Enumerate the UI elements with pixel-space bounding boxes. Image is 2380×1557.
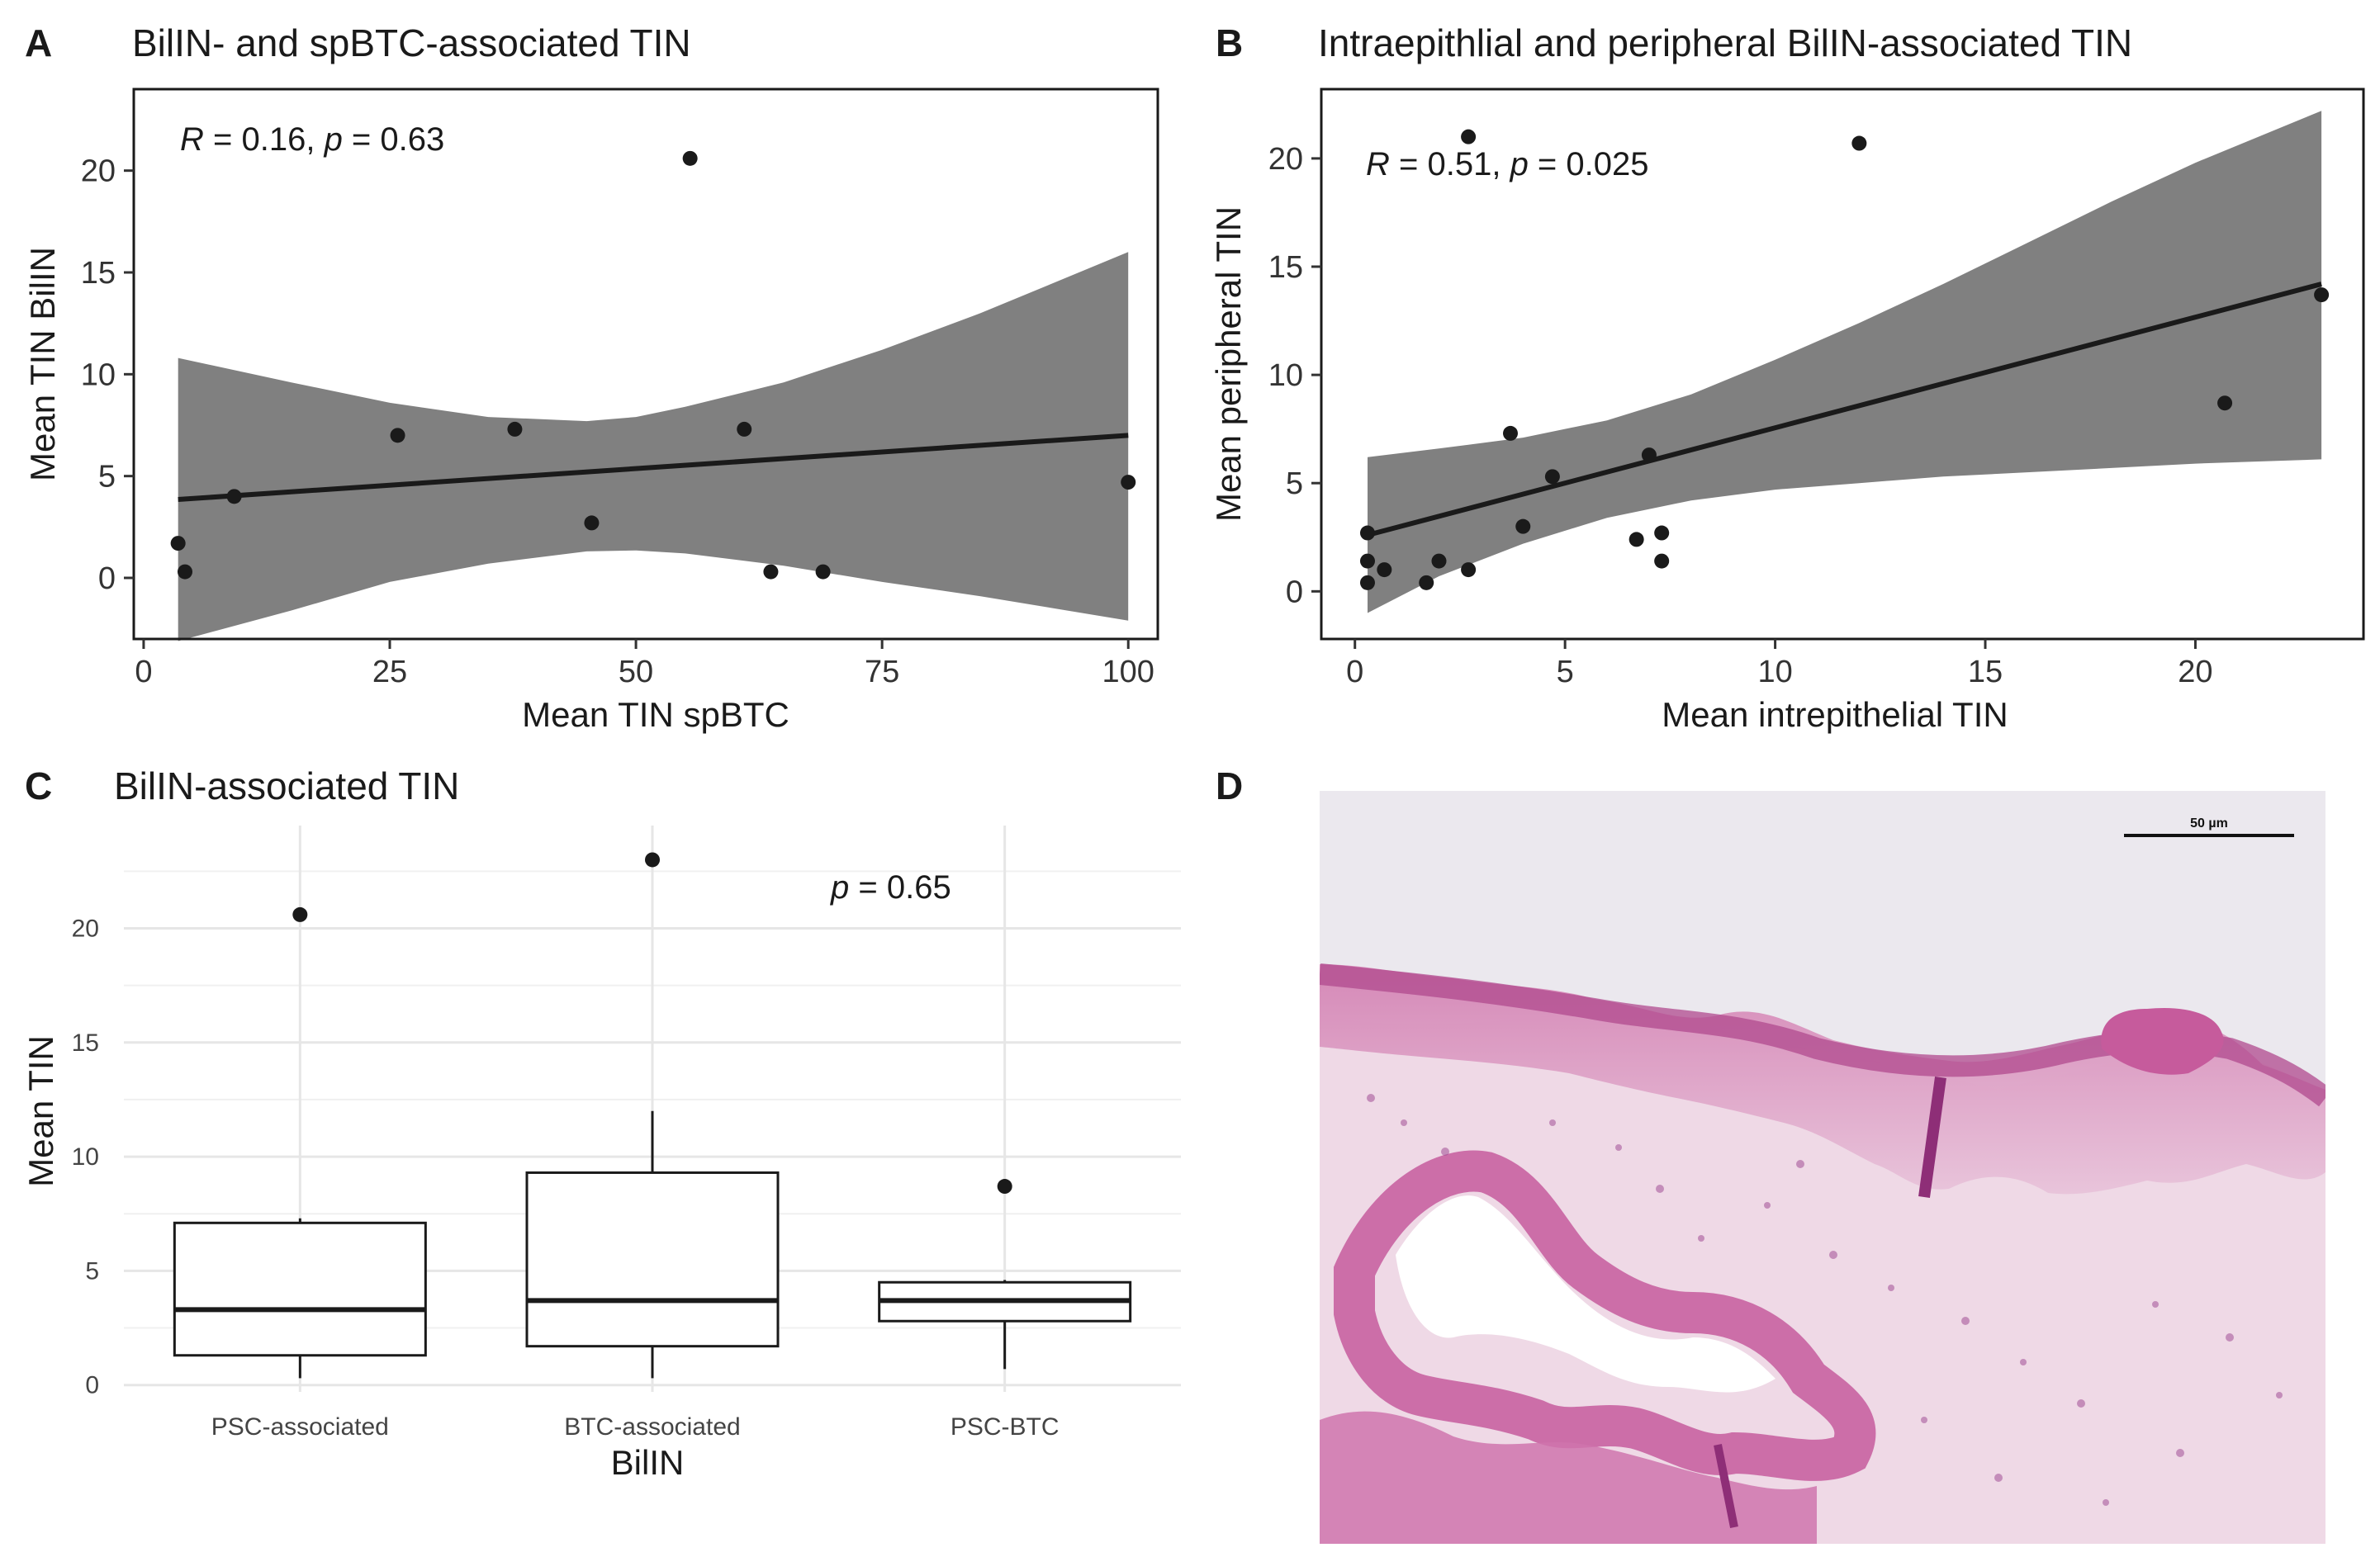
panel-b-y-axis-label: Mean peripheral TIN bbox=[1209, 206, 1248, 522]
panel-b-data-point bbox=[1544, 469, 1560, 485]
panel-a-confidence-band bbox=[178, 252, 1129, 641]
panel-c-label: C bbox=[25, 764, 52, 807]
panel-b-data-point bbox=[1359, 553, 1375, 569]
panel-b-x-tick-label: 15 bbox=[1968, 655, 2003, 689]
panel-a-x-tick-label: 50 bbox=[619, 655, 653, 689]
panel-c-plot-area bbox=[173, 852, 1132, 1379]
panel-b-x-tick-label: 10 bbox=[1757, 655, 1792, 689]
panel-a-label: A bbox=[25, 21, 52, 64]
panel-b-data-point bbox=[1461, 129, 1477, 144]
panel-a-frame bbox=[132, 88, 1159, 641]
panel-a-data-point bbox=[507, 421, 523, 437]
panel-a-y-tick-label: 10 bbox=[81, 357, 116, 392]
panel-a-x-tick-label: 75 bbox=[865, 655, 899, 689]
panel-b-data-point bbox=[1629, 532, 1644, 547]
panel-a-data-point bbox=[815, 564, 831, 580]
panel-b-y-ticks: 0 5 10 15 20 bbox=[1268, 142, 1321, 609]
panel-b-data-point bbox=[1515, 518, 1531, 534]
panel-b: B Intraepithlial and peripheral BilIN-as… bbox=[1209, 21, 2365, 734]
panel-a-y-tick-label: 0 bbox=[98, 561, 116, 596]
panel-b-y-tick-label: 10 bbox=[1268, 358, 1303, 393]
panel-c-y-tick-label: 10 bbox=[72, 1143, 99, 1171]
panel-a-y-tick-label: 15 bbox=[81, 256, 116, 291]
panel-c-y-ticks: 0 5 10 15 20 bbox=[72, 915, 99, 1398]
panel-a-x-tick-label: 25 bbox=[372, 655, 407, 689]
panel-a-data-point bbox=[226, 489, 242, 504]
panel-a-y-tick-label: 5 bbox=[98, 460, 116, 495]
panel-d-label: D bbox=[1216, 764, 1243, 807]
panel-c-x-ticks: PSC-associated BTC-associated PSC-BTC bbox=[211, 1413, 1060, 1441]
panel-b-data-point bbox=[1359, 525, 1375, 541]
panel-c-x-axis-label: BilIN bbox=[611, 1443, 685, 1482]
panel-b-x-axis-label: Mean intrepithelial TIN bbox=[1662, 695, 2008, 734]
panel-b-data-point bbox=[1654, 525, 1670, 541]
panel-c-box bbox=[173, 1221, 427, 1357]
panel-c-y-tick-label: 0 bbox=[85, 1372, 99, 1399]
panel-b-data-point bbox=[2217, 395, 2233, 411]
panel-b-y-tick-label: 0 bbox=[1286, 575, 1303, 609]
panel-c-outlier-point bbox=[292, 906, 308, 922]
panel-b-y-tick-label: 5 bbox=[1286, 466, 1303, 501]
panel-b-stat-annotation: R = 0.51, p = 0.025 bbox=[1366, 146, 1649, 182]
panel-b-data-point bbox=[1851, 135, 1867, 151]
panel-a-x-axis-label: Mean TIN spBTC bbox=[522, 695, 789, 734]
panel-a-data-point bbox=[170, 536, 186, 551]
panel-a-data-point bbox=[390, 428, 405, 443]
panel-a-x-tick-label: 0 bbox=[135, 655, 152, 689]
panel-a-x-tick-label: 100 bbox=[1102, 655, 1154, 689]
panel-b-data-point bbox=[1502, 425, 1518, 441]
panel-a-stat-annotation: R = 0.16, p = 0.63 bbox=[180, 121, 444, 158]
panel-a-x-ticks: 0 25 50 75 100 bbox=[135, 639, 1154, 689]
panel-a-data-point bbox=[178, 564, 192, 580]
panel-c-y-tick-label: 15 bbox=[72, 1029, 99, 1057]
panel-c-outlier-point bbox=[997, 1179, 1012, 1195]
panel-a-y-ticks: 0 5 10 15 20 bbox=[81, 154, 134, 596]
panel-b-label: B bbox=[1216, 21, 1243, 64]
scale-bar-label: 50 µm bbox=[2190, 816, 2228, 831]
panel-a-data-point bbox=[1121, 475, 1136, 490]
panel-a-y-axis-label: Mean TIN BilIN bbox=[23, 247, 62, 481]
panel-b-regression-line bbox=[1367, 282, 2322, 538]
panel-b-data-point bbox=[1377, 562, 1392, 578]
panel-b-data-point bbox=[2314, 287, 2330, 303]
panel-c-box bbox=[525, 1171, 780, 1348]
panel-a-regression-line bbox=[178, 433, 1129, 503]
panel-c: C BilIN-associated TIN p = 0.65 PSC-asso… bbox=[21, 764, 1181, 1482]
panel-b-data-point bbox=[1461, 562, 1477, 578]
panel-c-x-tick-label: BTC-associated bbox=[564, 1413, 740, 1441]
panel-b-data-point bbox=[1419, 575, 1434, 590]
panel-b-x-tick-label: 20 bbox=[2178, 655, 2212, 689]
panel-c-title: BilIN-associated TIN bbox=[114, 764, 459, 807]
panel-b-x-tick-label: 0 bbox=[1346, 655, 1363, 689]
histology-micrograph: 50 µm bbox=[1320, 791, 2325, 1544]
panel-b-data-point bbox=[1641, 447, 1657, 463]
panel-a-data-point bbox=[737, 421, 752, 437]
panel-a-plot-area bbox=[170, 150, 1136, 641]
panel-b-data-point bbox=[1654, 553, 1670, 569]
panel-a-title: BilIN- and spBTC-associated TIN bbox=[132, 21, 691, 64]
panel-a: A BilIN- and spBTC-associated TIN R = 0.… bbox=[23, 21, 1159, 734]
panel-a-data-point bbox=[584, 515, 600, 531]
panel-a-data-point bbox=[763, 564, 779, 580]
panel-b-confidence-band bbox=[1368, 111, 2322, 613]
panel-b-data-point bbox=[1359, 575, 1375, 590]
panel-c-x-tick-label: PSC-BTC bbox=[951, 1413, 1060, 1441]
panel-c-x-tick-label: PSC-associated bbox=[211, 1413, 389, 1441]
panel-b-frame bbox=[1320, 88, 2365, 641]
panel-b-plot-area bbox=[1359, 111, 2330, 613]
panel-b-y-tick-label: 15 bbox=[1268, 250, 1303, 285]
panel-a-y-tick-label: 20 bbox=[81, 154, 116, 189]
panel-c-stat-annotation: p = 0.65 bbox=[830, 869, 951, 906]
panel-b-data-point bbox=[1431, 553, 1447, 569]
panel-b-x-ticks: 0 5 10 15 20 bbox=[1346, 639, 2213, 689]
panel-c-outlier-point bbox=[645, 852, 660, 868]
panel-d: D bbox=[1216, 764, 2325, 1544]
panel-b-y-tick-label: 20 bbox=[1268, 142, 1303, 177]
panel-c-y-tick-label: 20 bbox=[72, 915, 99, 942]
panel-b-title: Intraepithlial and peripheral BilIN-asso… bbox=[1318, 21, 2132, 64]
panel-a-data-point bbox=[682, 150, 698, 166]
panel-c-y-axis-label: Mean TIN bbox=[21, 1035, 60, 1187]
panel-b-x-tick-label: 5 bbox=[1557, 655, 1574, 689]
panel-c-y-tick-label: 5 bbox=[85, 1257, 99, 1285]
